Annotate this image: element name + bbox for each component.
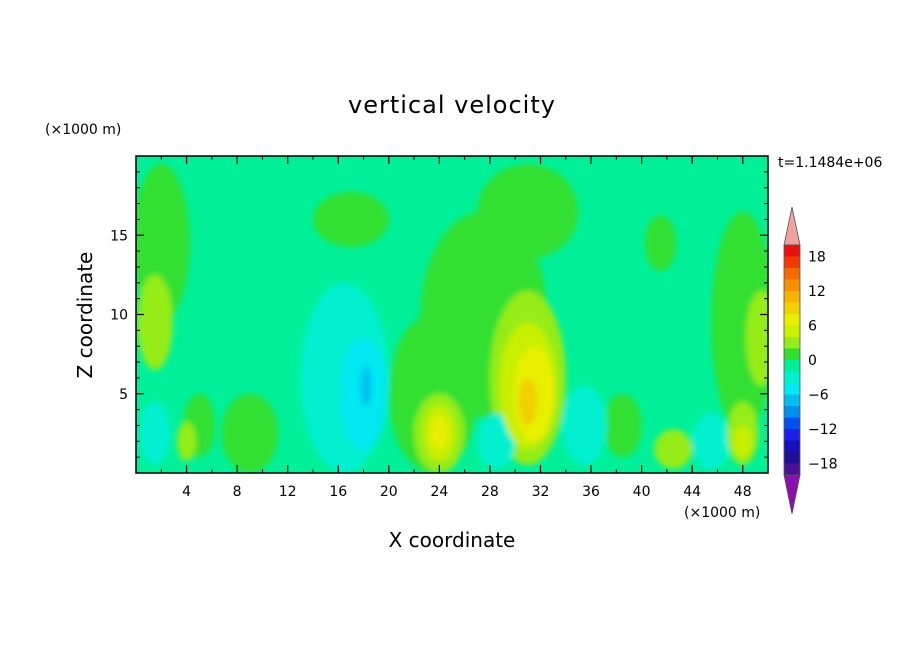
contour-region-27 [430,417,449,450]
contour-region-3 [312,191,389,248]
y-tick-label: 15 [110,228,128,244]
x-tick-label: 40 [633,484,651,500]
x-tick-label: 44 [683,484,701,500]
colorbar-segment [784,417,800,430]
colorbar-segment [784,325,800,338]
x-tick-label: 20 [380,484,398,500]
colorbar-label: 0 [808,353,817,369]
contour-region-16 [562,385,607,466]
y-tick-label: 10 [110,308,128,324]
colorbar-label: 12 [808,284,826,300]
colorbar-segment [784,463,800,476]
x-tick-label: 16 [329,484,347,500]
colorbar-frame [783,244,801,476]
time-label: t=1.1484e+06 [778,155,882,171]
contour-region-26 [360,366,372,406]
x-tick-label: 28 [481,484,499,500]
colorbar-segment [784,348,800,361]
contour-region-10 [137,274,173,370]
colorbar-segment [784,394,800,407]
colorbar-max-arrow [783,206,801,246]
contour-region-25 [733,425,753,458]
x-tick-label: 12 [279,484,297,500]
colorbar-segment [784,440,800,453]
colorbar-segment [784,302,800,315]
colorbar-segment [784,429,800,441]
colorbar-label: 6 [808,319,817,335]
colorbar-label: −18 [808,457,838,473]
contour-region-20 [745,290,768,386]
colorbar-segment [784,337,800,349]
contour-region-11 [139,401,171,466]
contour-region-19 [692,413,731,470]
contour-fields [136,163,768,473]
x-tick-label: 24 [430,484,448,500]
x-tick-label: 32 [532,484,550,500]
contour-region-12 [177,421,197,462]
colorbar-min-arrow [783,474,801,515]
chart-title: vertical velocity [348,91,556,119]
contour-region-29 [518,377,538,426]
x-tick-label: 36 [582,484,600,500]
y-axis-label: Z coordinate [73,252,97,379]
colorbar-segment [784,383,800,395]
plot-area [135,155,769,474]
contour-region-18 [654,429,693,470]
colorbar-segment [784,268,800,280]
colorbar-segment [784,256,800,269]
contour-region-2 [221,393,279,473]
colorbar-segment [784,291,800,303]
colorbar-segment [784,452,800,464]
contour-region-7 [603,393,642,458]
x-tick-label: 8 [233,484,242,500]
colorbar-segment [784,360,800,372]
y-tick-label: 5 [119,387,128,403]
x-axis-ticks: 4 8 12 16 20 24 28 32 36 40 44 48 [160,156,752,500]
contour-region-6 [477,163,579,260]
colorbar-segment [784,406,800,418]
colorbar-label: −12 [808,422,838,438]
y-unit-label: (×1000 m) [45,122,121,138]
x-tick-label: 48 [734,484,752,500]
colorbar: 18 12 6 0 −6 −12 −18 [783,206,838,515]
colorbar-label: 18 [808,250,826,266]
contour-region-17 [477,413,516,470]
colorbar-segment [784,279,800,292]
x-unit-label: (×1000 m) [684,505,760,521]
x-tick-label: 4 [182,484,191,500]
colorbar-segment [784,314,800,326]
colorbar-segment [784,245,800,257]
colorbar-segment [784,371,800,384]
x-axis-label: X coordinate [389,528,516,552]
colorbar-label: −6 [808,388,829,404]
contour-region-8 [644,215,677,271]
y-axis-ticks: 5 10 15 [110,171,768,458]
